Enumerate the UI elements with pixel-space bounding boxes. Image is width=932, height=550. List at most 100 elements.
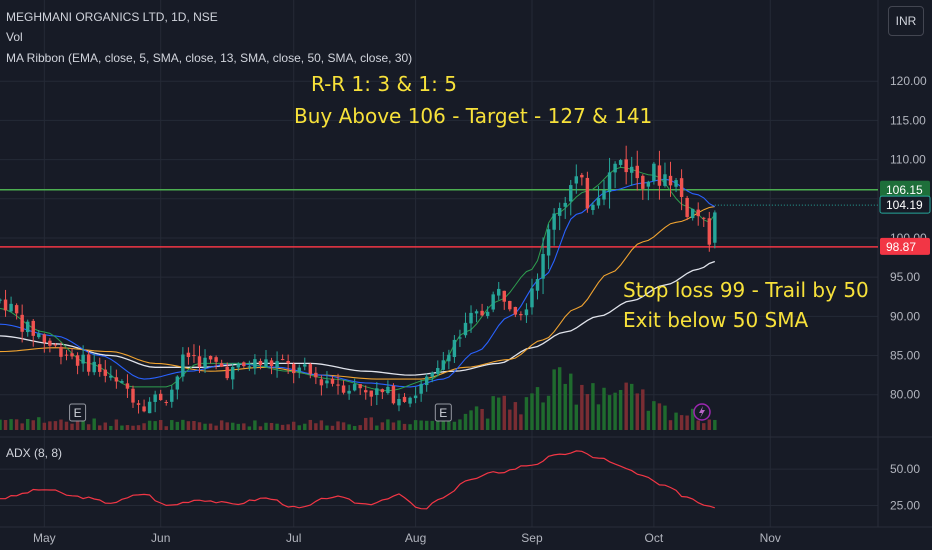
- volume-bar: [0, 419, 2, 430]
- volume-bar: [92, 418, 96, 430]
- last-price-label: 104.19: [886, 198, 923, 212]
- candle: [75, 355, 80, 366]
- volume-bar: [70, 423, 74, 430]
- candle: [497, 288, 501, 296]
- price-tick: 80.00: [890, 388, 920, 402]
- exit-annotation: Exit below 50 SMA: [623, 308, 809, 332]
- volume-bar: [502, 395, 506, 430]
- candle: [441, 360, 446, 370]
- time-tick: Oct: [645, 531, 664, 545]
- volume-bar: [286, 424, 290, 430]
- volume-bar: [618, 389, 623, 430]
- volume-bar: [513, 402, 518, 430]
- adx-pane: [0, 450, 715, 510]
- candle: [641, 175, 645, 189]
- currency-button[interactable]: INR: [888, 6, 924, 36]
- volume-bar: [264, 422, 268, 430]
- volume-bar: [325, 425, 329, 430]
- candle: [602, 190, 606, 200]
- volume-bar: [485, 418, 490, 430]
- symbol-title[interactable]: MEGHMANI ORGANICS LTD, 1D, NSE: [6, 10, 218, 24]
- candle: [214, 357, 218, 362]
- candle: [386, 386, 390, 394]
- price-tick: 115.00: [890, 113, 926, 127]
- time-tick: Jun: [151, 531, 170, 545]
- volume-bar: [164, 426, 168, 430]
- volume-bar: [208, 423, 213, 430]
- candle: [530, 288, 534, 308]
- candle: [314, 372, 318, 378]
- candle: [347, 390, 351, 394]
- candle: [125, 383, 130, 389]
- candle: [231, 366, 235, 380]
- candle: [513, 306, 518, 315]
- candle: [485, 311, 490, 316]
- price-tag: [880, 237, 930, 255]
- candle: [203, 357, 207, 368]
- candle: [546, 229, 551, 256]
- volume-bar: [458, 419, 462, 430]
- candle: [9, 303, 13, 312]
- candle: [674, 180, 678, 187]
- candle: [408, 397, 412, 404]
- candle: [702, 217, 706, 219]
- volume-bar: [685, 415, 689, 430]
- volume-bar: [53, 421, 58, 430]
- candle: [147, 401, 152, 414]
- candle: [585, 177, 590, 209]
- candle: [502, 290, 506, 302]
- vol-legend[interactable]: Vol: [6, 30, 23, 44]
- volume-bar: [463, 413, 468, 430]
- volume-bar: [569, 373, 573, 430]
- candle: [31, 320, 35, 336]
- volume-bar: [109, 425, 113, 430]
- candle: [713, 212, 717, 243]
- volume-bar: [679, 415, 684, 430]
- volume-bar: [175, 421, 180, 430]
- candle: [264, 359, 268, 367]
- ma-ribbon-legend[interactable]: MA Ribbon (EMA, close, 5, SMA, close, 13…: [6, 51, 413, 65]
- volume-bar: [602, 387, 606, 430]
- candle: [657, 165, 662, 186]
- candle: [436, 368, 440, 374]
- candle: [186, 352, 191, 358]
- candle: [519, 314, 523, 316]
- time-tick: Aug: [405, 531, 426, 545]
- candle: [98, 364, 102, 372]
- candle: [458, 337, 462, 339]
- horizontal-levels[interactable]: [0, 189, 878, 248]
- volume-bar: [319, 420, 324, 430]
- volume-bar: [546, 395, 551, 430]
- volume-bar: [624, 382, 628, 430]
- candle: [48, 340, 52, 346]
- volume-bar: [203, 423, 207, 430]
- volume-bar: [147, 420, 152, 430]
- price-tag-label: 106.15: [886, 183, 923, 197]
- volume-bar: [25, 418, 30, 430]
- axes: 120.00115.00110.00105.00100.0095.0090.00…: [33, 74, 931, 545]
- price-tag: [880, 180, 930, 198]
- volume-bar: [707, 419, 712, 430]
- moving-averages: [0, 166, 716, 392]
- candle: [225, 366, 229, 379]
- candle: [613, 163, 617, 173]
- volume-bar: [696, 420, 700, 430]
- candle: [192, 355, 196, 357]
- volume-bar: [508, 409, 512, 430]
- volume-bar: [358, 425, 362, 430]
- volume-bar: [607, 395, 612, 430]
- volume-bar: [541, 402, 545, 430]
- volume-bar: [197, 422, 202, 430]
- volume-bar: [330, 425, 335, 430]
- candle: [413, 395, 418, 399]
- adx-legend[interactable]: ADX (8, 8): [6, 446, 63, 460]
- sma-13-line: [0, 178, 716, 388]
- candle: [3, 299, 8, 311]
- candle: [707, 218, 712, 245]
- candle: [86, 354, 91, 372]
- candle: [580, 174, 584, 178]
- candle: [14, 305, 19, 314]
- volume-bar: [663, 405, 667, 430]
- volume-bar: [646, 410, 651, 430]
